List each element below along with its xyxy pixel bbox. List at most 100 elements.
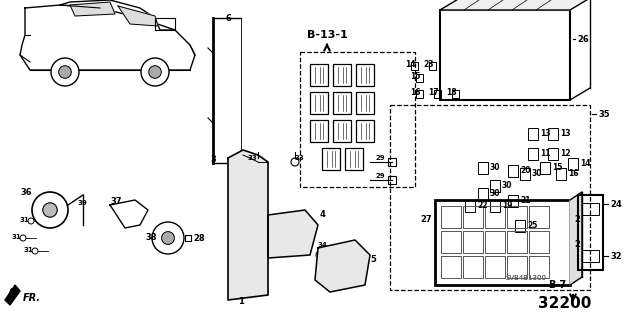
Text: 32200: 32200	[538, 296, 591, 311]
Text: 25: 25	[527, 221, 538, 230]
Bar	[434, 90, 441, 98]
Bar	[435, 200, 570, 285]
Text: 30: 30	[502, 181, 513, 190]
Text: 19: 19	[502, 201, 513, 210]
Bar	[416, 90, 423, 98]
Bar	[416, 74, 423, 82]
Text: 29: 29	[375, 173, 385, 179]
Text: 12: 12	[560, 149, 570, 158]
Bar	[429, 62, 436, 70]
Bar	[333, 92, 351, 114]
Text: 3: 3	[210, 155, 216, 164]
Text: 2: 2	[574, 240, 580, 249]
Bar	[463, 256, 483, 278]
Bar	[582, 203, 599, 215]
Bar	[333, 120, 351, 142]
Bar	[507, 231, 527, 253]
Polygon shape	[440, 0, 590, 10]
Text: 14: 14	[405, 60, 415, 69]
Text: B-7: B-7	[548, 280, 566, 290]
Bar	[356, 120, 374, 142]
Circle shape	[28, 218, 34, 224]
Text: 38: 38	[145, 233, 157, 242]
Bar	[507, 206, 527, 228]
Circle shape	[32, 248, 38, 254]
Circle shape	[51, 58, 79, 86]
Text: 13: 13	[560, 129, 570, 138]
Text: 5: 5	[370, 255, 376, 264]
Polygon shape	[228, 150, 268, 300]
Text: 14: 14	[580, 159, 591, 168]
Text: 11: 11	[540, 149, 550, 158]
Text: 1: 1	[238, 297, 244, 306]
Bar	[528, 148, 538, 160]
Text: 16: 16	[568, 169, 579, 178]
Circle shape	[59, 66, 71, 78]
Bar	[411, 62, 418, 70]
Text: 35: 35	[598, 110, 610, 119]
Text: B-13-1: B-13-1	[307, 30, 348, 40]
Text: 4: 4	[320, 210, 326, 219]
Text: 24: 24	[610, 200, 621, 209]
Text: 23: 23	[423, 60, 433, 69]
Bar	[465, 200, 475, 212]
Bar	[485, 206, 505, 228]
Bar	[568, 158, 578, 170]
Text: FR.: FR.	[23, 293, 41, 303]
Circle shape	[141, 58, 169, 86]
Bar	[440, 10, 570, 100]
Bar	[441, 206, 461, 228]
Bar	[556, 168, 566, 180]
Text: 6: 6	[225, 14, 231, 23]
Text: 30: 30	[532, 169, 543, 178]
Text: 17: 17	[428, 88, 438, 97]
Text: 31: 31	[20, 217, 29, 223]
Bar	[390, 105, 590, 290]
Text: 31: 31	[12, 234, 22, 240]
Bar	[515, 220, 525, 232]
Text: 33: 33	[295, 155, 305, 161]
Circle shape	[148, 66, 161, 78]
Bar	[478, 188, 488, 200]
Circle shape	[43, 203, 57, 217]
Text: SVB4B1300: SVB4B1300	[505, 275, 546, 281]
Text: 13: 13	[540, 129, 550, 138]
Bar	[478, 162, 488, 174]
Bar	[300, 52, 415, 187]
Text: 34: 34	[318, 242, 328, 248]
Bar	[485, 256, 505, 278]
Text: 20: 20	[520, 166, 531, 175]
Text: 27: 27	[420, 215, 431, 224]
Text: 30: 30	[490, 189, 500, 198]
Text: 32: 32	[610, 252, 621, 261]
Circle shape	[32, 192, 68, 228]
Text: 29: 29	[375, 155, 385, 161]
Bar	[548, 128, 558, 140]
Bar	[529, 256, 549, 278]
Bar	[310, 92, 328, 114]
Bar	[578, 195, 603, 270]
Bar	[356, 64, 374, 86]
Text: 15: 15	[552, 163, 563, 172]
Text: 37: 37	[110, 197, 122, 206]
Bar	[528, 128, 538, 140]
Text: 26: 26	[577, 35, 589, 44]
Polygon shape	[315, 240, 370, 292]
Polygon shape	[118, 6, 158, 26]
Text: 30: 30	[490, 163, 500, 172]
Polygon shape	[70, 2, 115, 16]
Text: 16: 16	[410, 88, 420, 97]
Text: SVB4B1300: SVB4B1300	[505, 275, 546, 281]
Bar	[452, 90, 459, 98]
Bar	[441, 256, 461, 278]
Text: 36: 36	[20, 188, 31, 197]
Text: 31: 31	[24, 247, 34, 253]
Circle shape	[316, 251, 324, 259]
Polygon shape	[5, 285, 20, 305]
Bar	[490, 200, 500, 212]
Bar	[356, 92, 374, 114]
Bar	[508, 195, 518, 207]
Text: 15: 15	[410, 72, 420, 81]
Circle shape	[291, 158, 299, 166]
Text: 21: 21	[520, 196, 531, 205]
